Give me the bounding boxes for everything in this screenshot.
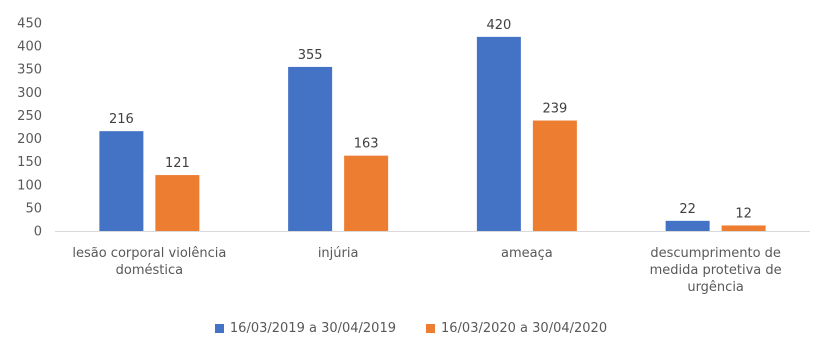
y-tick-label-400: 400 (17, 40, 42, 55)
y-tick-label-300: 300 (17, 86, 42, 101)
data-label-series-1-cat-2: 355 (298, 48, 323, 63)
x-category-label-4-line-2: medida protetiva de (649, 263, 782, 278)
x-category-label-2: injúria (243, 245, 433, 262)
x-category-label-4: descumprimento de medida protetiva de urgê… (621, 245, 811, 296)
y-tick-label-250: 250 (17, 109, 42, 124)
y-tick-label-100: 100 (17, 178, 42, 193)
data-label-series-2-cat-2: 163 (354, 137, 379, 152)
bar-series-1-cat-3 (476, 36, 521, 231)
bar-series-2-cat-4 (721, 225, 766, 231)
y-tick-label-350: 350 (17, 63, 42, 78)
legend-item-series-2: 16/03/2020 a 30/04/2020 (426, 321, 607, 336)
data-label-series-2-cat-3: 239 (542, 102, 567, 117)
bar-series-1-cat-1 (99, 131, 144, 231)
x-category-label-1-line-1: lesão corporal violência (72, 246, 227, 261)
legend-item-series-1: 16/03/2019 a 30/04/2019 (214, 321, 396, 336)
data-label-series-1-cat-3: 420 (486, 18, 511, 33)
chart-area: 0 50 100 150 200 250 300 350 400 450 216 355 420 22 12… (17, 17, 810, 240)
bar-series-2-cat-2 (344, 155, 389, 231)
x-category-label-1-line-2: doméstica (115, 263, 184, 278)
bar-chart: 0 50 100 150 200 250 300 350 400 450 216 355 420 22 12… (17, 17, 810, 240)
y-tick-label-150: 150 (17, 155, 42, 170)
x-category-label-3: ameaça (432, 245, 622, 262)
bar-series-1-cat-4 (665, 220, 710, 231)
x-category-label-2-line-1: injúria (317, 246, 359, 261)
data-label-series-1-cat-1: 216 (109, 112, 134, 127)
x-category-label-4-line-1: descumprimento de (650, 246, 781, 261)
legend-label-series-2: 16/03/2020 a 30/04/2020 (441, 321, 608, 336)
data-label-series-1-cat-4: 22 (679, 202, 696, 217)
y-tick-label-0: 0 (34, 225, 42, 240)
y-tick-label-200: 200 (17, 132, 42, 147)
bar-series-2-cat-1 (155, 175, 200, 231)
x-category-label-1: lesão corporal violência doméstica (54, 245, 244, 279)
legend: 16/03/2019 a 30/04/2019 16/03/2020 a 30/… (0, 321, 822, 336)
legend-swatch-series-1 (214, 324, 224, 333)
bar-series-2-cat-3 (532, 120, 577, 231)
bar-series-1-cat-2 (288, 66, 333, 232)
data-label-series-2-cat-1: 121 (165, 156, 190, 171)
x-category-label-3-line-1: ameaça (501, 246, 553, 261)
x-category-label-4-line-3: urgência (687, 280, 744, 295)
legend-label-series-1: 16/03/2019 a 30/04/2019 (229, 321, 396, 336)
legend-swatch-series-2 (426, 324, 435, 333)
data-label-series-2-cat-4: 12 (735, 206, 752, 221)
y-tick-label-450: 450 (17, 17, 42, 32)
y-tick-label-50: 50 (25, 201, 42, 216)
